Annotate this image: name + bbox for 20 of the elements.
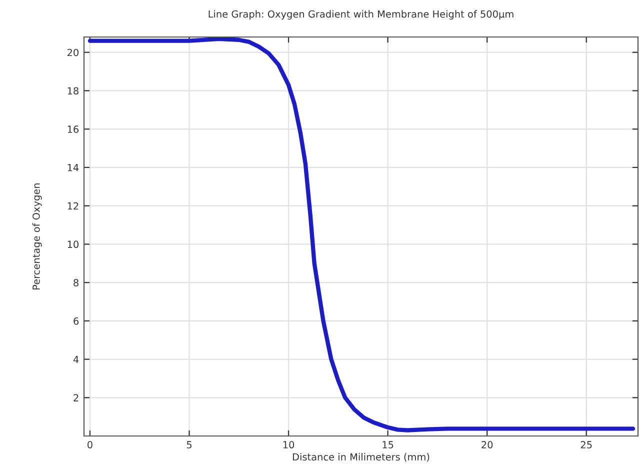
y-tick-label: 16 [68, 126, 79, 133]
chart-title: Line Graph: Oxygen Gradient with Membrane Height of 500µm [208, 10, 514, 20]
x-tick-label: 20 [482, 441, 493, 448]
x-tick-label: 5 [186, 441, 192, 448]
y-tick-label: 10 [68, 240, 78, 248]
y-tick-label: 2 [74, 394, 78, 402]
y-tick-label: 4 [73, 356, 79, 363]
y-tick-label: 18 [68, 87, 78, 95]
y-tick-label: 20 [67, 48, 78, 56]
y-tick-label: 8 [74, 279, 78, 286]
x-tick-label: 15 [382, 441, 394, 448]
x-tick-label: 10 [283, 441, 294, 448]
x-tick-label: 25 [580, 441, 592, 448]
y-tick-label: 6 [74, 317, 79, 325]
x-tick-label: 0 [88, 441, 92, 448]
line-series [88, 37, 636, 432]
y-axis-title: Percentage of Oxygen [32, 183, 42, 290]
x-axis-title: Distance in Milimeters (mm) [292, 453, 430, 462]
y-tick-label: 12 [68, 202, 78, 210]
y-tick-label: 14 [68, 164, 79, 172]
